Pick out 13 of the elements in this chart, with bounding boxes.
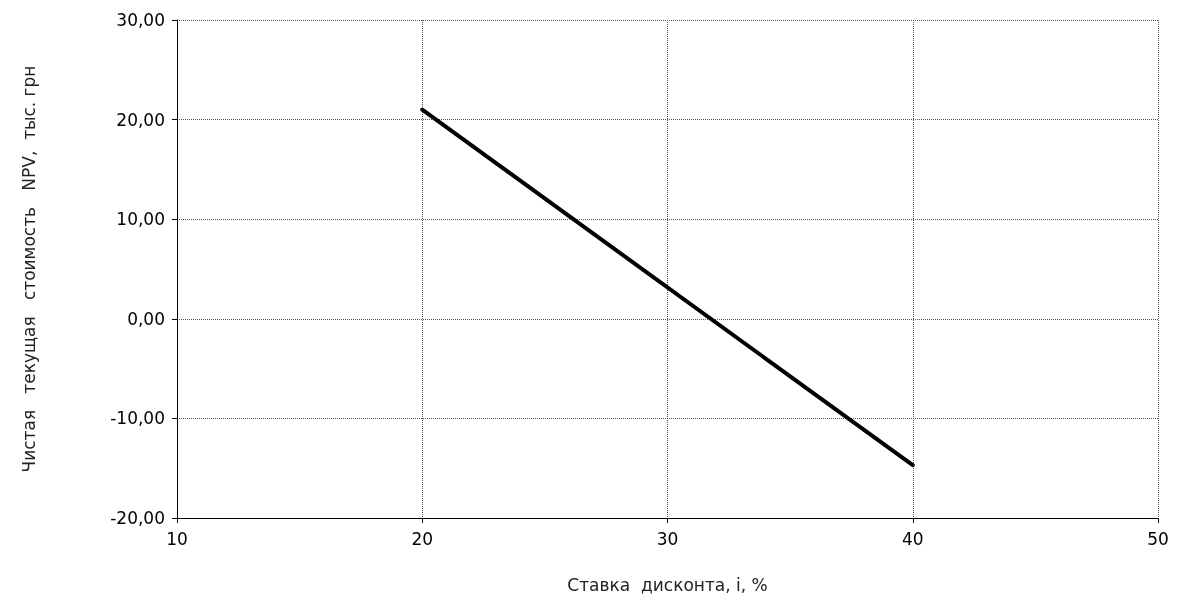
y-tick-label: 10,00 bbox=[116, 209, 165, 230]
x-tick-label: 30 bbox=[656, 528, 679, 549]
x-axis-title: Ставка дисконта, i, % bbox=[567, 574, 768, 595]
y-tick-label: -10,00 bbox=[110, 408, 165, 429]
x-tick-label: 10 bbox=[166, 528, 188, 549]
y-tick-label: 30,00 bbox=[116, 10, 165, 30]
x-tick-label: 50 bbox=[1147, 528, 1169, 549]
x-tick-label: 40 bbox=[901, 528, 924, 549]
y-tick-label: 0,00 bbox=[127, 308, 165, 329]
y-tick-label: 20,00 bbox=[116, 109, 165, 130]
y-axis-title: Чистая текущая стоимость NPV, тыс. грн bbox=[18, 65, 39, 473]
x-tick-label: 20 bbox=[411, 528, 434, 549]
y-tick-label: -20,00 bbox=[110, 508, 165, 528]
